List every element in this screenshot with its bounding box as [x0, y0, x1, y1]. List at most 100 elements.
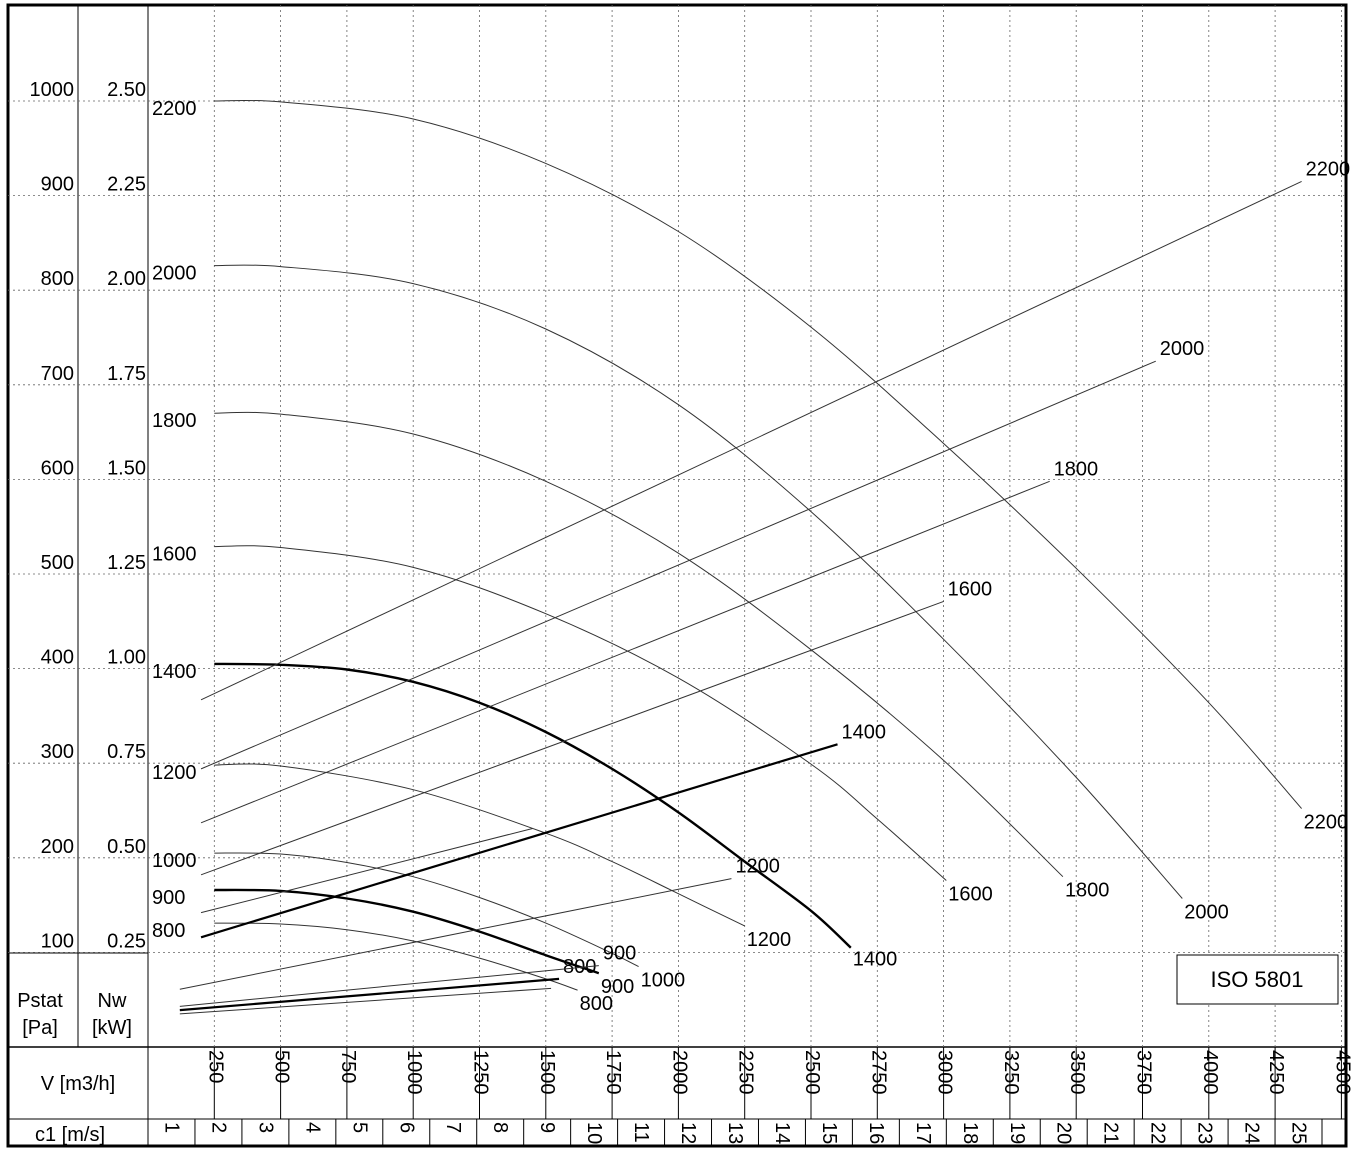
pressure-axis-label-line2: [Pa] — [22, 1017, 58, 1039]
pressure-curve-label-start: 1400 — [152, 661, 197, 683]
power-line-1800 — [200, 480, 1050, 824]
flow-tick-label: 4000 — [1199, 1050, 1221, 1095]
velocity-tick-label: 11 — [630, 1122, 652, 1143]
velocity-tick-label: 14 — [771, 1122, 793, 1144]
pressure-curve-label-end: 1200 — [747, 929, 792, 951]
flow-tick-label: 3250 — [1000, 1050, 1022, 1095]
pressure-curve-label-start: 1000 — [152, 850, 197, 872]
power-tick-label: 0.25 — [107, 930, 146, 952]
power-line-2200 — [200, 180, 1302, 701]
iso-badge-text: ISO 5801 — [1211, 967, 1304, 992]
pressure-curves: 8008009009001000100012001200140014001600… — [152, 98, 1348, 1015]
pressure-curve-label-start: 800 — [152, 920, 185, 942]
pressure-axis-label-line1: Pstat — [17, 990, 63, 1012]
pressure-curve-label-start: 1600 — [152, 544, 197, 566]
iso-badge-group: ISO 5801 — [1176, 954, 1339, 1005]
velocity-tick-label: 24 — [1241, 1122, 1263, 1144]
velocity-axis-label: c1 [m/s] — [35, 1124, 105, 1146]
power-line-1600 — [200, 600, 944, 876]
velocity-tick-label: 3 — [254, 1122, 276, 1133]
velocity-tick-label: 22 — [1147, 1122, 1169, 1144]
pressure-curve-label-end: 1800 — [1065, 880, 1110, 902]
power-line-unlabeled — [179, 987, 552, 1015]
velocity-tick-label: 13 — [724, 1122, 746, 1144]
pressure-curve-2200 — [214, 99, 1302, 809]
power-line-label: 1800 — [1054, 458, 1099, 480]
flow-tick-label: 3500 — [1066, 1050, 1088, 1095]
pressure-tick-label: 400 — [41, 647, 74, 669]
pressure-curve-800 — [214, 922, 578, 991]
pressure-curve-label-start: 2200 — [152, 98, 197, 120]
grid-lines — [8, 5, 1346, 1119]
pressure-curve-label-start: 2000 — [152, 263, 197, 285]
velocity-tick-label: 12 — [677, 1122, 699, 1144]
pressure-curve-label-start: 900 — [152, 887, 185, 909]
power-tick-label: 1.00 — [107, 647, 146, 669]
pressure-curve-label-end: 2200 — [1304, 812, 1349, 834]
velocity-tick-label: 8 — [489, 1122, 511, 1133]
pressure-curve-1000 — [214, 852, 639, 968]
velocity-tick-label: 5 — [348, 1122, 370, 1133]
pressure-tick-label: 200 — [41, 836, 74, 858]
pressure-curve-label-end: 1000 — [641, 970, 686, 992]
pressure-curve-label-end: 2000 — [1184, 901, 1229, 923]
flow-tick-label: 250 — [204, 1050, 226, 1083]
velocity-tick-label: 16 — [865, 1122, 887, 1144]
velocity-tick-label: 6 — [395, 1122, 417, 1133]
pressure-tick-label: 1000 — [30, 79, 75, 101]
velocity-tick-label: 10 — [583, 1122, 605, 1144]
flow-tick-label: 500 — [271, 1050, 293, 1083]
flow-tick-label: 4250 — [1265, 1050, 1287, 1095]
velocity-tick-label: 17 — [912, 1122, 934, 1144]
chart-frame — [6, 3, 1348, 1148]
power-line-800 — [179, 977, 560, 1012]
flow-tick-label: 2250 — [735, 1050, 757, 1095]
power-tick-label: 1.75 — [107, 363, 146, 385]
flow-tick-label: 4500 — [1331, 1050, 1353, 1095]
axis-labels: 10020030040050060070080090010000.250.500… — [17, 79, 1353, 1146]
pressure-tick-label: 300 — [41, 741, 74, 763]
power-line-2000 — [200, 360, 1156, 770]
power-axis-label-line1: Nw — [98, 990, 127, 1012]
power-tick-label: 1.25 — [107, 552, 146, 574]
flow-tick-label: 1500 — [536, 1050, 558, 1095]
pressure-curve-label-end: 1400 — [853, 949, 898, 971]
power-line-900 — [179, 965, 599, 1007]
velocity-tick-label: 18 — [959, 1122, 981, 1144]
power-axis-label-line2: [kW] — [92, 1017, 132, 1039]
outer-border — [6, 3, 1348, 1148]
flow-tick-label: 3000 — [934, 1050, 956, 1095]
velocity-tick-label: 21 — [1100, 1122, 1122, 1144]
velocity-tick-label: 15 — [818, 1122, 840, 1144]
flow-tick-label: 2000 — [668, 1050, 690, 1095]
velocity-tick-label: 2 — [207, 1122, 229, 1133]
flow-tick-label: 2500 — [801, 1050, 823, 1095]
power-line-1200 — [179, 878, 732, 990]
velocity-tick-label: 4 — [301, 1122, 323, 1133]
pressure-curve-2000 — [214, 264, 1183, 899]
power-line-label: 2000 — [1160, 338, 1205, 360]
pressure-curve-1200 — [214, 763, 745, 927]
velocity-tick-label: 7 — [442, 1122, 464, 1133]
power-line-1400 — [200, 743, 838, 939]
velocity-tick-label: 20 — [1053, 1122, 1075, 1144]
flow-tick-label: 1000 — [403, 1050, 425, 1095]
pressure-curve-label-start: 1200 — [152, 762, 197, 784]
power-line-label: 1200 — [735, 856, 780, 878]
flow-tick-label: 750 — [337, 1050, 359, 1083]
pressure-tick-label: 600 — [41, 457, 74, 479]
flow-axis-label: V [m3/h] — [41, 1073, 115, 1095]
velocity-tick-label: 9 — [536, 1122, 558, 1133]
pressure-curve-1400 — [214, 662, 852, 949]
pressure-tick-label: 100 — [41, 930, 74, 952]
velocity-tick-label: 25 — [1288, 1122, 1310, 1144]
power-line-label: 2200 — [1306, 158, 1351, 180]
flow-tick-label: 1250 — [470, 1050, 492, 1095]
pressure-curve-900 — [214, 888, 600, 975]
flow-tick-label: 1750 — [602, 1050, 624, 1095]
power-tick-label: 1.50 — [107, 457, 146, 479]
power-line-label: 900 — [603, 943, 636, 965]
pressure-tick-label: 700 — [41, 363, 74, 385]
velocity-tick-label: 1 — [160, 1122, 182, 1133]
power-line-label: 1400 — [842, 721, 887, 743]
